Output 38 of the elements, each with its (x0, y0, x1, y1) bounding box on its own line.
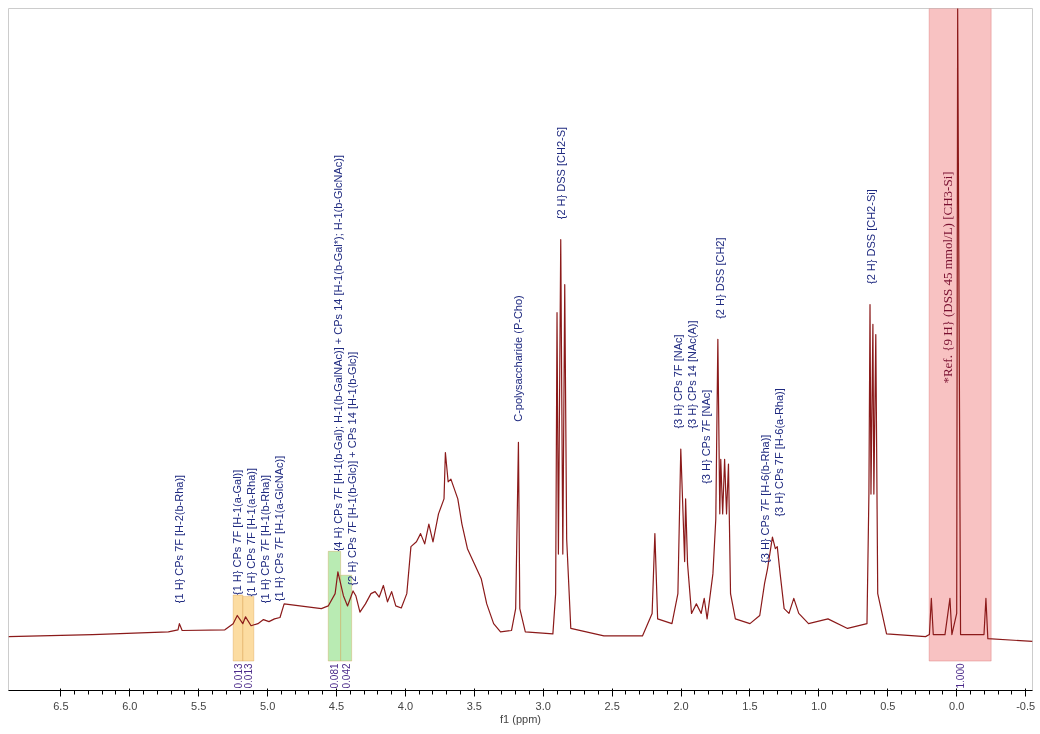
x-tick-label: 0.5 (880, 699, 896, 712)
annotation: {1 H} CPs 7F [H-2(b-Rha)] (173, 474, 186, 604)
annotation: {3 H} CPs 14 [NAc(A)] (685, 320, 698, 429)
annotation: {3 H} CPs 7F [H-6(b-Rha)] (758, 434, 771, 563)
band-label: *Ref. {9 H} (DSS 45 mmol/L) [CH3-Si] (940, 171, 956, 384)
annotation: {2 H} DSS [CH2-Si] (865, 189, 878, 285)
x-tick-label: 4.5 (328, 699, 345, 712)
band-label: 0.081 (329, 663, 341, 689)
annotation: {1 H} CPs 7F [H-1(a-Rha)] (245, 468, 258, 597)
x-tick-label: 5.5 (191, 699, 207, 712)
x-tick-label: 1.0 (811, 699, 827, 712)
annotation: {1 H} CPs 7F [H-1(a-GlcNAc)] (273, 455, 286, 602)
annotation: {1 H} CPs 7F [H-1(a-Gal)] (231, 469, 244, 596)
annotation: {2 H} CPs 7F [H-1(b-Glc)] + CPs 14 [H-1(b-Glc)] (345, 351, 358, 586)
x-tick-label: 1.5 (742, 699, 758, 712)
band-label: 0.013 (243, 663, 255, 689)
x-tick-label: 3.5 (466, 699, 482, 712)
x-tick-label: 2.0 (673, 699, 689, 712)
annotation: {2 H} DSS [CH2-S] (554, 126, 567, 220)
x-tick-label: 6.5 (53, 699, 69, 712)
x-tick-label: 5.0 (259, 699, 276, 712)
band-label: 0.042 (341, 663, 353, 689)
x-tick-label: 3.0 (535, 699, 551, 712)
annotation: {2 H} DSS [CH2] (713, 237, 726, 319)
annotation: {1 H} CPs 7F [H-1(b-Rha)] (259, 474, 272, 604)
annotation: {3 H} CPs 7F [H-6(a-Rha)] (772, 388, 785, 517)
annotation: {4 H} CPs 7F [H-1(b-Gal); H-1(b-GalNAc)] + CPs 14 [H-1(b-Gal*); H-1(b-GlcNAc)] (331, 154, 344, 552)
x-axis-title: f1 (ppm) (500, 712, 541, 725)
x-tick-label: 0.0 (949, 699, 965, 712)
x-tick-label: 2.5 (604, 699, 620, 712)
annotation: {3 H} CPs 7F [NAc] (671, 334, 684, 429)
band-label: 0.013 (232, 663, 244, 689)
x-tick-label: -0.5 (1016, 699, 1036, 712)
annotation: C-polysaccharide (P-Cho) (512, 295, 525, 422)
annotation: {3 H} CPs 7F [NAc] (699, 389, 712, 484)
annotation: 1.000 (955, 663, 967, 689)
x-tick-label: 6.0 (122, 699, 138, 712)
x-tick-label: 4.0 (397, 699, 414, 712)
